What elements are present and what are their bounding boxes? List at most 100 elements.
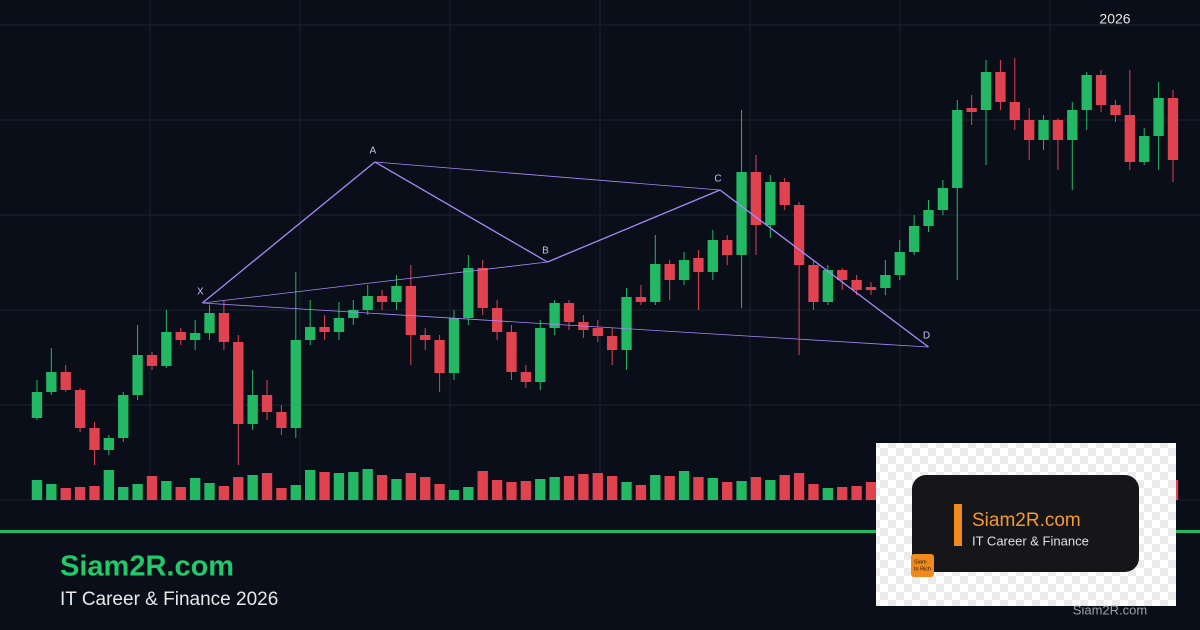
candle-body [103,438,115,450]
footer-title: Siam2R.com [60,551,234,583]
candle-body [1067,110,1078,140]
volume-bar [779,475,790,500]
candle-body [837,270,848,280]
candle-body [1124,115,1136,162]
candle-body [736,172,747,255]
volume-bar [477,471,488,500]
candle-body [765,182,776,225]
volume-bar [793,473,805,500]
candle-body [391,286,402,302]
volume-bar [822,488,834,500]
candle-body [506,332,517,372]
candle-body [175,332,186,340]
volume-bar [650,475,661,500]
candle-body [549,303,560,328]
volume-bar [520,481,532,500]
volume-bar [578,474,589,500]
candle-body [1081,75,1092,110]
volume-bar [146,476,158,500]
volume-bar [161,481,172,500]
volume-bar [621,482,632,500]
volume-bar [175,487,186,500]
candle-body [218,313,230,342]
candle-body [722,240,733,255]
pattern-line [374,161,548,263]
volume-bar [851,486,862,500]
candle-body [995,72,1006,102]
candle-body [880,275,891,288]
volume-bar [765,480,776,500]
candle-body [247,395,258,424]
candle-body [276,412,287,428]
candle-body [146,355,158,366]
volume-bar [808,484,819,500]
candle-body [635,297,647,302]
volume-bar [376,475,388,500]
pattern-label: D [923,331,930,342]
logo-bar [954,504,962,546]
pattern-line [201,161,376,304]
candle-body [621,297,632,350]
volume-bar [635,485,647,500]
volume-bar [233,477,244,500]
volume-bar [678,471,690,500]
divider [0,530,1200,533]
footer-subtitle: IT Career & Finance 2026 [60,589,278,610]
volume-bar [304,470,316,500]
candle-body [678,260,690,280]
volume-bar [218,486,230,500]
candle-body [434,340,445,373]
volume-bar [132,484,143,500]
logo-badge [911,554,934,577]
candle-body [851,280,862,290]
candle-body [463,268,474,318]
candle-body [448,318,460,373]
candle-body [261,395,273,412]
candle-body [750,172,762,225]
candle-body [333,318,345,332]
volume-bar [491,480,503,500]
candle-body [348,310,359,318]
volume-bar [865,482,877,500]
x-label: 2026 [1099,11,1130,27]
logo-card [912,475,1139,572]
candle-body [89,428,100,450]
pattern-line [202,261,548,304]
candle-body [822,270,834,302]
candle-body [1023,120,1035,140]
volume-bar [506,482,517,500]
volume-bar [118,487,129,500]
volume-bar [189,478,201,500]
volume-bar [46,484,57,500]
volume-bar [103,470,115,500]
candle-body [189,333,201,340]
candle-body [520,372,532,382]
pattern-line [374,161,721,191]
candle-body [161,332,172,366]
volume-bar [31,480,43,500]
volume-bar [736,481,747,500]
candle-body [204,313,215,333]
logo-subtitle: IT Career & Finance [972,533,1089,548]
volume-bar [448,490,460,500]
pattern-line [547,189,721,263]
volume-bar [664,476,675,500]
volume-bar [707,478,718,500]
candle-body [74,390,86,428]
volume-bar [463,487,474,500]
pattern-label: X [197,287,204,298]
candle-body [952,110,963,188]
volume-bar [434,484,445,500]
pattern-line [202,302,929,348]
candle-body [563,303,575,322]
pattern-line [719,189,929,348]
candle-body [592,328,603,336]
volume-bar [261,473,273,500]
candle-body [376,296,388,302]
candle-body [477,268,488,308]
candle-body [779,182,790,205]
candle-body [60,372,71,390]
volume-bar [837,487,848,500]
